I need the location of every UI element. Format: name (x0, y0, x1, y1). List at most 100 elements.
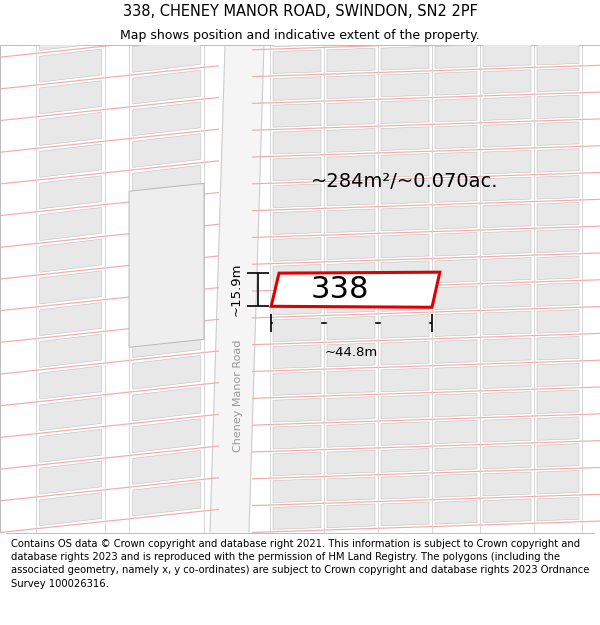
Polygon shape (483, 177, 531, 201)
Polygon shape (537, 390, 579, 414)
Polygon shape (273, 184, 321, 208)
Polygon shape (483, 204, 531, 228)
Polygon shape (133, 229, 200, 262)
Polygon shape (537, 363, 579, 387)
Polygon shape (133, 292, 200, 326)
Polygon shape (381, 234, 429, 258)
Polygon shape (537, 256, 579, 279)
Polygon shape (133, 166, 200, 199)
Polygon shape (537, 417, 579, 441)
Polygon shape (327, 477, 375, 501)
Polygon shape (435, 152, 477, 176)
Polygon shape (133, 419, 200, 452)
Polygon shape (327, 397, 375, 421)
Polygon shape (40, 49, 101, 82)
Polygon shape (327, 316, 375, 340)
Polygon shape (483, 70, 531, 94)
Text: Contains OS data © Crown copyright and database right 2021. This information is : Contains OS data © Crown copyright and d… (11, 539, 589, 589)
Text: ~15.9m: ~15.9m (230, 263, 243, 316)
Polygon shape (40, 366, 101, 399)
Polygon shape (435, 366, 477, 390)
Polygon shape (40, 112, 101, 146)
Polygon shape (435, 206, 477, 229)
Polygon shape (537, 309, 579, 333)
Polygon shape (133, 39, 200, 72)
Polygon shape (273, 425, 321, 449)
Polygon shape (327, 75, 375, 99)
Polygon shape (273, 291, 321, 315)
Polygon shape (483, 43, 531, 67)
Polygon shape (327, 262, 375, 286)
Polygon shape (537, 229, 579, 253)
Polygon shape (271, 272, 440, 308)
Polygon shape (483, 231, 531, 254)
Polygon shape (435, 340, 477, 363)
Polygon shape (273, 50, 321, 74)
Polygon shape (327, 504, 375, 528)
Polygon shape (537, 498, 579, 521)
Polygon shape (381, 422, 429, 446)
Polygon shape (40, 144, 101, 177)
Polygon shape (435, 286, 477, 309)
Polygon shape (483, 311, 531, 335)
Polygon shape (435, 420, 477, 444)
Polygon shape (435, 393, 477, 417)
Polygon shape (273, 23, 321, 47)
Text: ~284m²/~0.070ac.: ~284m²/~0.070ac. (311, 172, 499, 191)
Polygon shape (381, 341, 429, 365)
Polygon shape (40, 239, 101, 272)
Polygon shape (435, 447, 477, 471)
Text: Cheney Manor Road: Cheney Manor Road (233, 340, 244, 452)
Polygon shape (273, 479, 321, 502)
Polygon shape (381, 127, 429, 151)
Polygon shape (327, 370, 375, 394)
Polygon shape (537, 41, 579, 65)
Polygon shape (40, 429, 101, 462)
Text: ~44.8m: ~44.8m (325, 346, 378, 359)
Polygon shape (537, 282, 579, 306)
Polygon shape (273, 345, 321, 369)
Polygon shape (273, 372, 321, 396)
Polygon shape (327, 156, 375, 179)
Polygon shape (133, 134, 200, 168)
Polygon shape (435, 501, 477, 524)
Polygon shape (537, 444, 579, 467)
Polygon shape (327, 424, 375, 448)
Polygon shape (40, 176, 101, 209)
Polygon shape (273, 506, 321, 529)
Polygon shape (483, 150, 531, 174)
Polygon shape (483, 472, 531, 496)
Polygon shape (40, 18, 101, 51)
Text: 338, CHENEY MANOR ROAD, SWINDON, SN2 2PF: 338, CHENEY MANOR ROAD, SWINDON, SN2 2PF (122, 4, 478, 19)
Polygon shape (435, 232, 477, 256)
Polygon shape (327, 450, 375, 474)
Polygon shape (381, 208, 429, 231)
Polygon shape (133, 356, 200, 389)
Polygon shape (537, 68, 579, 92)
Polygon shape (40, 334, 101, 367)
Polygon shape (483, 258, 531, 281)
Polygon shape (483, 284, 531, 308)
Polygon shape (381, 181, 429, 204)
Polygon shape (381, 395, 429, 419)
Polygon shape (381, 19, 429, 43)
Polygon shape (381, 154, 429, 178)
Polygon shape (381, 368, 429, 392)
Polygon shape (133, 324, 200, 357)
Polygon shape (273, 130, 321, 154)
Polygon shape (133, 7, 200, 41)
Polygon shape (381, 449, 429, 472)
Polygon shape (435, 259, 477, 282)
Polygon shape (381, 314, 429, 338)
Polygon shape (537, 202, 579, 226)
Polygon shape (381, 73, 429, 97)
Polygon shape (40, 461, 101, 494)
Polygon shape (40, 302, 101, 336)
Polygon shape (537, 122, 579, 146)
Text: 338: 338 (310, 275, 369, 304)
Polygon shape (327, 102, 375, 126)
Polygon shape (327, 48, 375, 72)
Polygon shape (327, 289, 375, 313)
Polygon shape (537, 14, 579, 38)
Polygon shape (327, 129, 375, 152)
